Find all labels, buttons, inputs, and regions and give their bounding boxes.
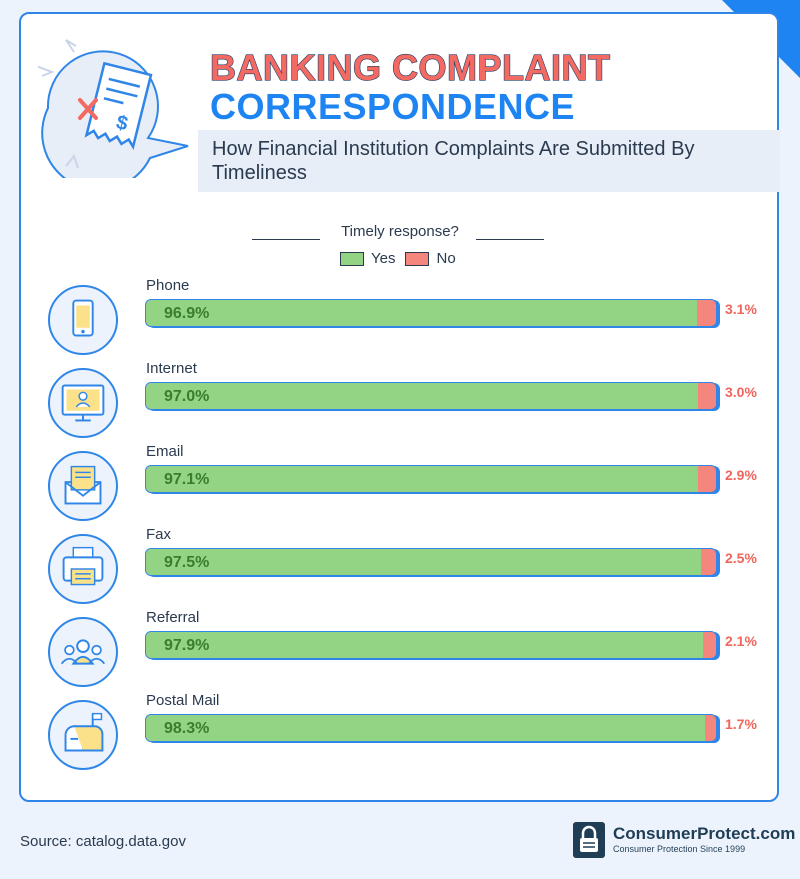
phone-icon <box>48 285 118 355</box>
source-note: Source: catalog.data.gov <box>20 833 186 850</box>
yes-value-label: 97.9% <box>164 637 210 654</box>
bar-yes-segment <box>146 466 699 492</box>
logo-tagline: Consumer Protection Since 1999 <box>613 844 746 854</box>
mailbox-icon <box>48 700 118 770</box>
legend-yes-swatch <box>340 252 364 267</box>
bar-row: Postal Mail 98.3% 1.7% <box>0 692 800 784</box>
category-label: Fax <box>146 526 172 543</box>
bar-yes-segment <box>146 383 698 409</box>
no-value-label: 1.7% <box>725 716 757 732</box>
yes-value-label: 97.0% <box>164 388 210 405</box>
bar-yes-segment <box>146 632 704 658</box>
title-line-2: CORRESPONDENCE <box>210 86 576 127</box>
category-label: Email <box>146 443 184 460</box>
category-label: Referral <box>146 609 200 626</box>
bar-no-segment: 98.3% <box>145 714 717 742</box>
legend-line-left <box>252 239 320 240</box>
svg-text:$: $ <box>114 111 130 135</box>
category-label: Internet <box>146 360 197 377</box>
yes-value-label: 97.1% <box>164 471 210 488</box>
legend: Yes No <box>340 250 456 267</box>
category-label: Postal Mail <box>146 692 220 709</box>
no-value-label: 2.5% <box>725 550 757 566</box>
bar-yes-segment <box>146 300 698 326</box>
legend-no-label: No <box>436 250 456 267</box>
receipt-icon: $ <box>38 39 189 178</box>
legend-title: Timely response? <box>341 223 459 240</box>
fax-icon <box>48 534 118 604</box>
bar-row: Email 97.1% 2.9% <box>0 443 800 535</box>
no-value-label: 2.1% <box>725 633 757 649</box>
people-icon <box>48 617 118 687</box>
no-value-label: 3.1% <box>725 301 757 317</box>
padlock-icon <box>573 822 605 858</box>
bar-no-segment: 96.9% <box>145 299 717 327</box>
bar-yes-segment <box>146 549 701 575</box>
bar-row: Internet 97.0% 3.0% <box>0 360 800 452</box>
category-label: Phone <box>146 277 190 294</box>
no-value-label: 2.9% <box>725 467 757 483</box>
legend-no: No <box>405 250 456 267</box>
bar-row: Phone 96.9% 3.1% <box>0 277 800 369</box>
legend-line-right <box>476 239 544 240</box>
title-line-1: BANKING COMPLAINT <box>209 46 611 88</box>
bar-no-segment: 97.0% <box>145 382 717 410</box>
bar-no-segment: 97.9% <box>145 631 717 659</box>
bar-row: Referral 97.9% 2.1% <box>0 609 800 701</box>
yes-value-label: 98.3% <box>164 720 210 737</box>
bar-yes-segment <box>146 715 706 741</box>
bar-no-segment: 97.5% <box>145 548 717 576</box>
logo-name: ConsumerProtect.com <box>613 824 796 843</box>
legend-no-swatch <box>405 252 430 267</box>
computer-icon <box>48 368 118 438</box>
legend-yes: Yes <box>340 250 395 267</box>
bar-row: Fax 97.5% 2.5% <box>0 526 800 618</box>
bar-no-segment: 97.1% <box>145 465 717 493</box>
envelope-icon <box>48 451 118 521</box>
subtitle: How Financial Institution Complaints Are… <box>212 138 695 184</box>
yes-value-label: 97.5% <box>164 554 210 571</box>
subtitle-box: How Financial Institution Complaints Are… <box>198 130 780 192</box>
brand-logo: ConsumerProtect.com Consumer Protection … <box>573 822 795 860</box>
yes-value-label: 96.9% <box>164 305 210 322</box>
no-value-label: 3.0% <box>725 384 757 400</box>
legend-yes-label: Yes <box>371 250 396 267</box>
